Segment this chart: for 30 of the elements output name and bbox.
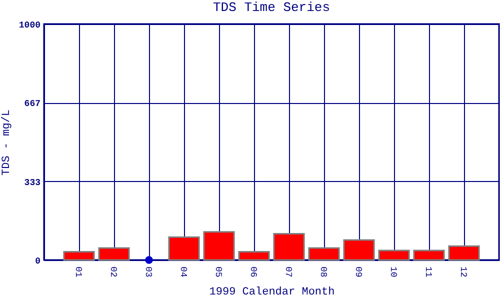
x-tick-label: 11 — [423, 266, 433, 278]
y-tick-label: 333 — [24, 178, 40, 188]
bar — [168, 236, 200, 261]
x-axis-title: 1999 Calendar Month — [209, 286, 335, 298]
y-axis-title: TDS - mg/L — [0, 109, 13, 176]
bar — [98, 247, 130, 261]
x-tick-label: 10 — [388, 266, 398, 278]
bar — [448, 245, 480, 261]
bar — [343, 239, 375, 261]
x-tick-label: 01 — [73, 266, 83, 278]
bar — [378, 250, 410, 261]
x-tick-label: 04 — [178, 266, 188, 278]
x-tick-label: 02 — [108, 266, 118, 278]
x-tick-label: 05 — [213, 266, 223, 278]
y-tick-label: 667 — [24, 99, 40, 110]
x-tick-label: 12 — [458, 266, 468, 278]
bar — [413, 250, 445, 261]
bar — [308, 247, 340, 261]
bar — [273, 233, 305, 261]
chart-title: TDS Time Series — [212, 0, 330, 15]
y-tick-label: 1000 — [18, 20, 40, 30]
y-tick-label: 0 — [35, 256, 40, 266]
bar — [238, 250, 270, 261]
bar — [63, 250, 95, 261]
x-tick-label: 08 — [318, 266, 328, 278]
x-tick-label: 06 — [248, 266, 258, 278]
bar — [203, 231, 235, 261]
x-tick-label: 07 — [283, 266, 293, 278]
x-tick-label: 09 — [353, 266, 363, 278]
x-tick-label: 03 — [143, 266, 153, 278]
